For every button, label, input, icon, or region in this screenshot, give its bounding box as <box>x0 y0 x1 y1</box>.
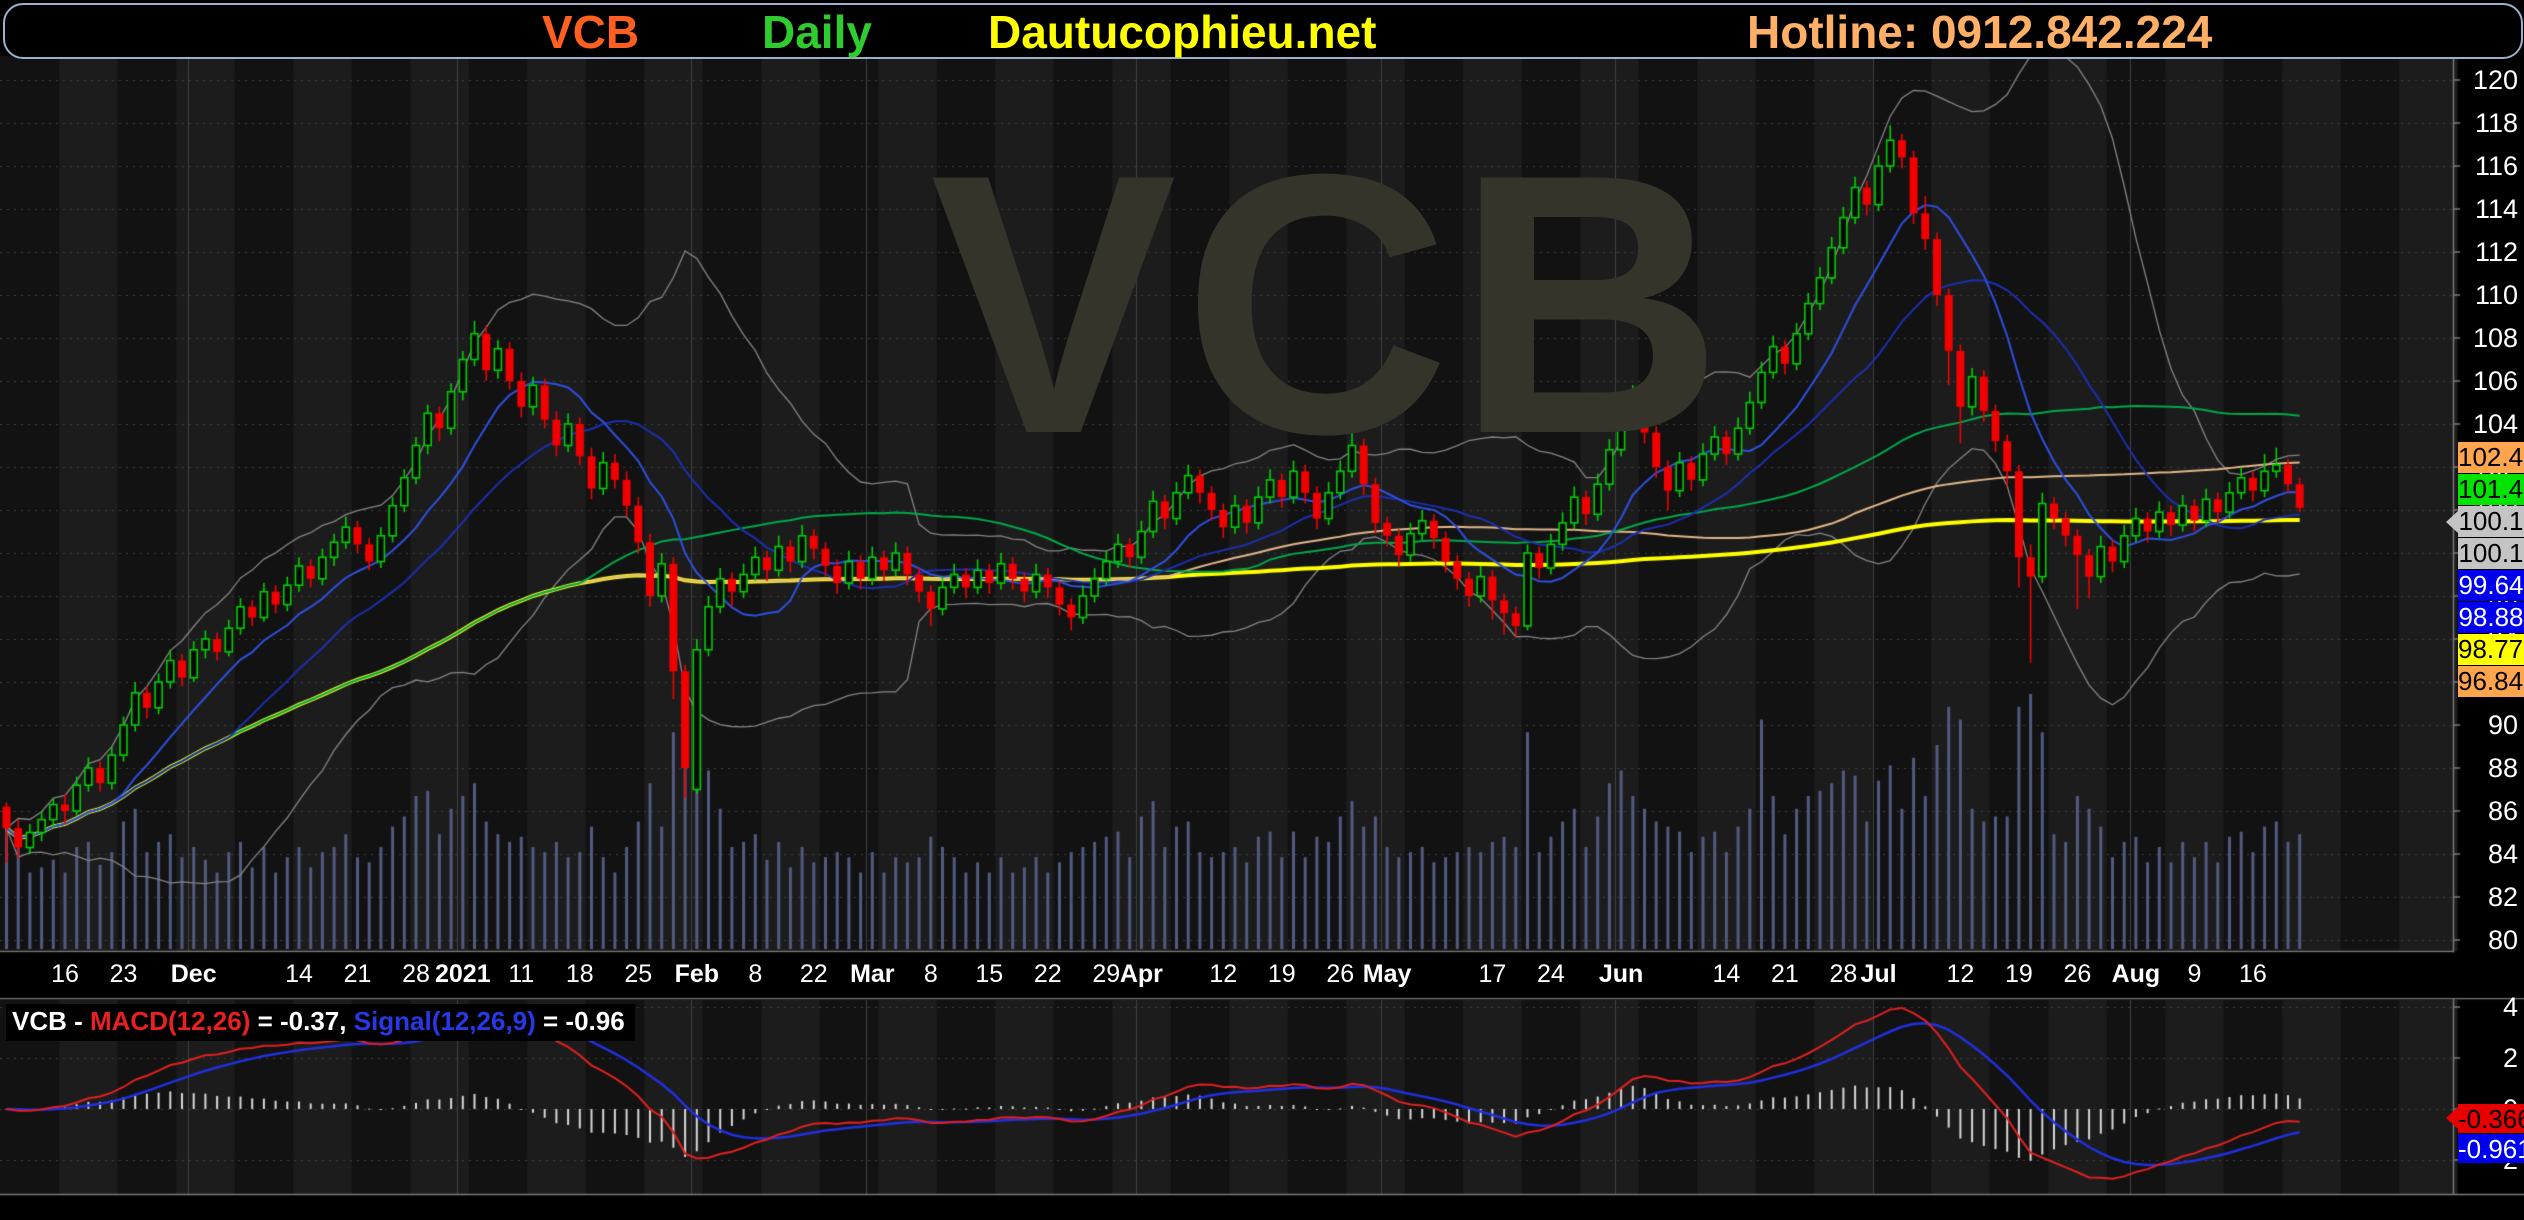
price-tick-label: 104 <box>2472 409 2518 439</box>
date-tick-label: 21 <box>343 960 372 988</box>
date-tick-label: 18 <box>565 960 594 988</box>
date-tick-label: Feb <box>674 960 720 988</box>
date-tick-label: 28 <box>402 960 430 988</box>
price-tick-label: 114 <box>2474 194 2518 224</box>
date-tick-label: 14 <box>1712 960 1741 988</box>
date-tick-label: Dec <box>170 960 217 988</box>
date-tick-label: 16 <box>51 960 79 988</box>
site-branding: Dautucophieu.net <box>988 6 1377 58</box>
date-tick-label: 15 <box>975 960 1004 988</box>
value-tag: 98.779 <box>2458 634 2524 666</box>
price-tick-label: 120 <box>2472 65 2518 95</box>
chart-header-bar: VCB Daily Dautucophieu.net Hotline: 0912… <box>3 3 2523 59</box>
date-tick-label: 12 <box>1946 960 1975 988</box>
macd-tick-label: 4 <box>2502 992 2518 1022</box>
date-tick-label: Aug <box>2111 960 2161 988</box>
value-tag: 100.1 <box>2458 538 2524 570</box>
date-tick-label: 26 <box>2063 960 2092 988</box>
date-tick-label: 29 <box>1092 960 1121 988</box>
date-tick-label: Mar <box>850 960 895 988</box>
value-tag: 102.432 <box>2458 442 2524 474</box>
price-tick-label: 106 <box>2472 366 2518 396</box>
signal-value-text: = -0.96 <box>535 1006 625 1036</box>
value-tag: 98.88 <box>2458 602 2524 634</box>
date-tick-label: 23 <box>109 960 138 988</box>
date-tick-label: Jul <box>1860 960 1897 988</box>
macd-symbol-prefix: VCB - <box>12 1006 90 1036</box>
date-tick-label: 2021 <box>434 960 491 988</box>
date-tick-label: 19 <box>2004 960 2033 988</box>
value-tag: -0.96171 <box>2458 1133 2524 1164</box>
date-tick-label: 8 <box>923 960 938 988</box>
macd-value-text: = -0.37, <box>250 1006 354 1036</box>
macd-tick-label: 2 <box>2502 1043 2518 1073</box>
date-tick-label: 17 <box>1478 960 1507 988</box>
value-tag: 101.403 <box>2458 474 2524 506</box>
price-tick-label: 82 <box>2487 882 2518 912</box>
price-tick-label: 110 <box>2474 280 2518 310</box>
date-tick-label: 16 <box>2238 960 2267 988</box>
price-tick-label: 108 <box>2472 323 2518 353</box>
signal-label: Signal(12,26,9) <box>353 1006 536 1036</box>
date-tick-label: 8 <box>748 960 763 988</box>
price-tick-label: 90 <box>2487 710 2518 740</box>
price-tick-label: 86 <box>2487 796 2518 826</box>
price-tick-label: 88 <box>2487 753 2518 783</box>
date-tick-label: 14 <box>285 960 313 988</box>
price-tick-label: 118 <box>2474 108 2518 138</box>
date-tick-label: 22 <box>799 960 828 988</box>
timeframe-label: Daily <box>762 6 872 58</box>
date-tick-label: 28 <box>1829 960 1858 988</box>
date-tick-label: Apr <box>1119 960 1163 988</box>
tag-pointer-arrow <box>2446 510 2458 533</box>
hotline-label: Hotline: 0912.842.224 <box>1747 6 2213 58</box>
symbol-title: VCB <box>542 6 640 58</box>
value-tag: 96.8478 <box>2458 666 2524 698</box>
date-tick-label: 11 <box>508 960 535 988</box>
macd-label: MACD(12,26) <box>90 1006 251 1036</box>
tag-pointer-arrow <box>2446 1107 2458 1130</box>
price-tick-label: 80 <box>2487 925 2518 955</box>
date-tick-label: 25 <box>624 960 653 988</box>
date-tick-label: 22 <box>1033 960 1062 988</box>
macd-status-line: VCB - MACD(12,26) = -0.37, Signal(12,26,… <box>6 1004 635 1041</box>
price-tick-label: 116 <box>2474 151 2518 181</box>
date-tick-label: Jun <box>1598 960 1644 988</box>
date-tick-label: 24 <box>1536 960 1565 988</box>
date-tick-label: May <box>1362 960 1412 988</box>
value-tag: 100.1 <box>2446 506 2524 538</box>
symbol-watermark: VCB <box>930 98 1730 511</box>
date-tick-label: 21 <box>1770 960 1799 988</box>
value-tag: -0.36678 <box>2446 1103 2524 1134</box>
price-tick-label: 112 <box>2474 237 2518 267</box>
date-tick-label: 12 <box>1209 960 1238 988</box>
value-tag: 99.64 <box>2458 570 2524 602</box>
price-tick-label: 84 <box>2487 839 2518 869</box>
date-tick-label: 26 <box>1326 960 1355 988</box>
date-tick-label: 9 <box>2187 960 2202 988</box>
date-tick-label: 19 <box>1267 960 1296 988</box>
